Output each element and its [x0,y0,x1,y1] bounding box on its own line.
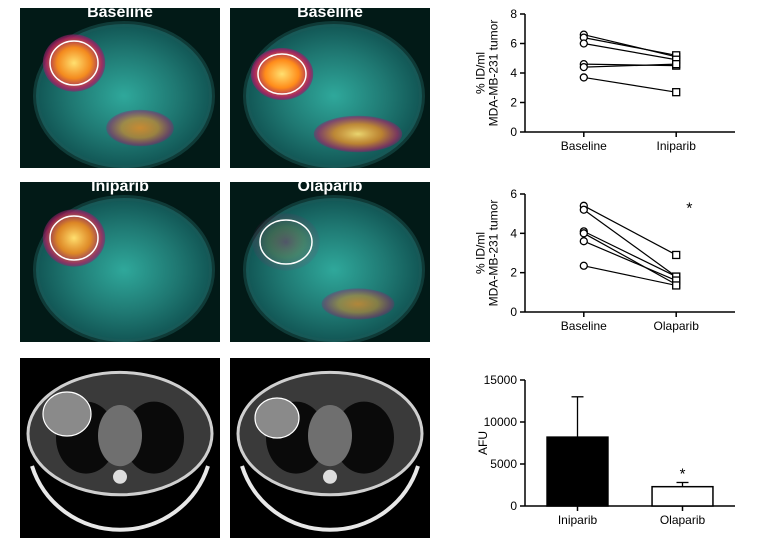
svg-text:MDA-MB-231 tumor: MDA-MB-231 tumor [487,20,501,127]
ct-image [230,358,430,538]
pet-image [230,182,430,342]
svg-text:2: 2 [510,266,517,280]
chart-olaparib-paired: 0 2 4 6 Baseline Olaparib * % ID/mlMDA-MB-231 t… [470,186,745,346]
pet-panel-iniparib: Iniparib [20,182,220,342]
pet-panel-olaparib: Olaparib [230,182,430,342]
svg-text:*: * [686,201,692,218]
pet-panel-baseline-left: Baseline [20,8,220,168]
ct-panel-right [230,358,430,538]
svg-text:% ID/ml: % ID/ml [474,52,488,94]
svg-text:4: 4 [510,66,517,80]
svg-text:15000: 15000 [484,373,518,387]
svg-text:% ID/ml: % ID/ml [474,232,488,274]
svg-text:0: 0 [510,125,517,139]
panel-title: Olaparib [230,178,430,196]
ct-image [20,358,220,538]
chart-iniparib-paired: 0 2 4 6 8 Baseline Iniparib % ID/mlMDA-MB-231 t… [470,6,745,166]
chart-afu-bar: 0 5000 10000 15000 Iniparib Olaparib * AFU [470,372,745,540]
pet-image [20,8,220,168]
svg-text:Baseline: Baseline [561,139,607,153]
svg-text:Baseline: Baseline [561,319,607,333]
svg-text:6: 6 [510,37,517,51]
svg-text:Iniparib: Iniparib [657,139,697,153]
panel-title: Iniparib [20,178,220,196]
svg-text:5000: 5000 [490,457,517,471]
svg-text:Olaparib: Olaparib [660,513,706,527]
svg-text:6: 6 [510,187,517,201]
pet-image [20,182,220,342]
scan-grid: Baseline Baseline Iniparib Olaparib [20,0,430,544]
svg-text:MDA-MB-231 tumor: MDA-MB-231 tumor [487,200,501,307]
svg-text:2: 2 [510,96,517,110]
svg-text:0: 0 [510,305,517,319]
svg-text:Iniparib: Iniparib [558,513,598,527]
svg-text:0: 0 [510,499,517,513]
svg-text:Olaparib: Olaparib [654,319,700,333]
svg-text:AFU: AFU [476,431,490,455]
panel-title: Baseline [20,4,220,22]
pet-image [230,8,430,168]
svg-text:4: 4 [510,226,517,240]
pet-panel-baseline-right: Baseline [230,8,430,168]
svg-text:*: * [680,465,686,482]
panel-title: Baseline [230,4,430,22]
svg-text:10000: 10000 [484,415,518,429]
svg-text:8: 8 [510,7,517,21]
ct-panel-left [20,358,220,538]
